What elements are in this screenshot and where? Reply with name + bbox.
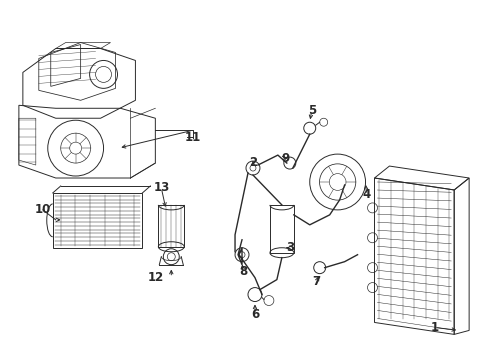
- Text: 3: 3: [286, 241, 294, 254]
- Text: 9: 9: [282, 152, 290, 165]
- Text: 7: 7: [313, 275, 321, 288]
- Text: 12: 12: [147, 271, 164, 284]
- Bar: [53, 193, 143, 248]
- Text: 1: 1: [430, 321, 439, 334]
- Bar: [270, 205, 294, 253]
- Text: 6: 6: [251, 308, 259, 321]
- Text: 11: 11: [185, 131, 201, 144]
- Text: 10: 10: [35, 203, 51, 216]
- Text: 4: 4: [363, 188, 370, 202]
- Text: 8: 8: [239, 265, 247, 278]
- Text: 5: 5: [308, 104, 316, 117]
- Text: 2: 2: [249, 156, 257, 168]
- Text: 13: 13: [153, 181, 170, 194]
- Bar: [158, 205, 184, 247]
